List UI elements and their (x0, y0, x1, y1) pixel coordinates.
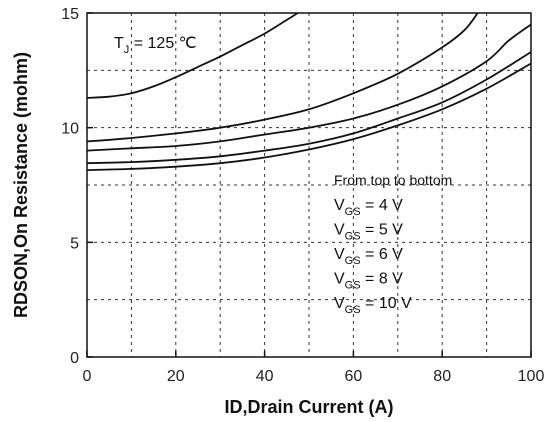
legend-entry: VGS = 5 V (334, 222, 403, 243)
legend-entry-value: = 6 V (361, 246, 404, 263)
tick-marks (86, 12, 532, 358)
tick-labels: 0 20 40 60 80 100 0 5 10 15 (61, 6, 544, 385)
grid-lines (87, 13, 531, 357)
y-tick-label: 5 (70, 235, 79, 252)
x-axis-title: ID,Drain Current (A) (224, 397, 393, 417)
series-curves (86, 12, 532, 171)
legend-entry-value: = 4 V (361, 197, 404, 214)
y-tick-label: 10 (61, 121, 79, 138)
series-line-1 (86, 12, 299, 99)
legend-entry-sub: GS (345, 255, 361, 267)
x-tick-label: 40 (256, 368, 274, 385)
legend-entry-main: V (334, 271, 345, 288)
legend-entry: VGS = 8 V (334, 271, 403, 292)
junction-temperature-label: TJ = 125 ℃ (114, 35, 197, 56)
legend-entry: VGS = 4 V (334, 197, 403, 218)
series-line-2 (86, 12, 479, 143)
legend-entry-sub: GS (345, 231, 361, 243)
series-line-4 (86, 51, 532, 165)
legend-entry: VGS = 10 V (334, 295, 412, 316)
legend-entry-value: = 8 V (361, 271, 404, 288)
legend-entry-value: = 5 V (361, 222, 404, 239)
x-tick-label: 80 (433, 368, 451, 385)
legend-entry-sub: GS (345, 304, 361, 316)
legend-entry-value: = 10 V (361, 295, 412, 312)
legend-entry-main: V (334, 222, 345, 239)
legend-entry-main: V (334, 197, 345, 214)
legend-entry: VGS = 6 V (334, 246, 403, 267)
legend-entry-main: V (334, 295, 345, 312)
x-tick-label: 20 (167, 368, 185, 385)
y-tick-label: 0 (70, 350, 79, 367)
y-axis-title: RDSON,On Resistance (mohm) (11, 52, 31, 318)
x-tick-label: 100 (518, 368, 545, 385)
series-line-5 (86, 62, 532, 171)
x-tick-label: 60 (345, 368, 363, 385)
y-tick-label: 15 (61, 6, 79, 23)
legend-entry-sub: GS (345, 280, 361, 292)
tj-rest: = 125 ℃ (129, 35, 196, 52)
legend-entry-main: V (334, 246, 345, 263)
series-line-3 (86, 23, 532, 152)
tj-main: T (114, 35, 124, 52)
x-tick-label: 0 (83, 368, 92, 385)
plot-frame (86, 12, 532, 358)
legend-entry-sub: GS (345, 206, 361, 218)
order-note: From top to bottom (334, 172, 452, 188)
tj-sub: J (124, 44, 130, 56)
